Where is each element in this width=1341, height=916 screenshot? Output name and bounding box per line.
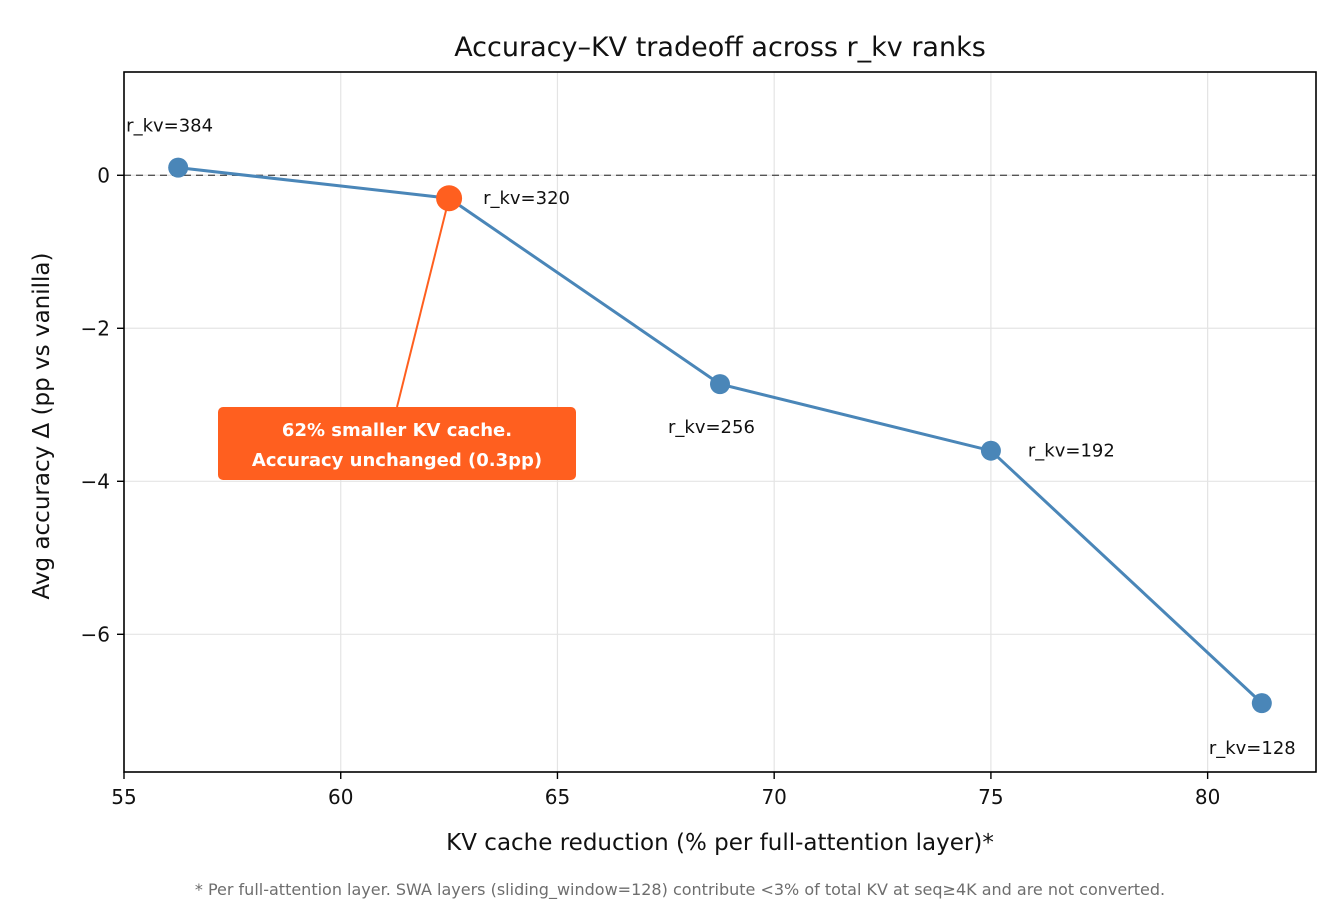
annotation-connector — [396, 197, 451, 408]
annotation-line-2: Accuracy unchanged (0.3pp) — [252, 450, 542, 471]
annotation-connector-group — [396, 197, 451, 408]
y-axis-label: Avg accuracy Δ (pp vs vanilla) — [29, 253, 55, 600]
x-axis-label: KV cache reduction (% per full-attention… — [446, 830, 994, 856]
data-points — [168, 157, 1272, 714]
data-point — [710, 374, 730, 395]
annotation-callout: 62% smaller KV cache. Accuracy unchanged… — [218, 407, 576, 480]
x-tick-label: 80 — [1195, 785, 1220, 809]
data-point — [980, 440, 1001, 461]
point-label: r_kv=320 — [483, 188, 570, 209]
x-axis: 55 60 65 70 75 80 — [111, 772, 1220, 809]
point-label: r_kv=384 — [126, 116, 213, 137]
highlighted-data-point — [436, 185, 463, 212]
point-label: r_kv=256 — [668, 417, 755, 438]
y-tick-label: −2 — [81, 316, 110, 340]
x-tick-label: 70 — [761, 785, 786, 809]
y-tick-label: −4 — [81, 469, 110, 493]
x-tick-label: 55 — [111, 785, 136, 809]
point-labels: r_kv=384 r_kv=320 r_kv=256 r_kv=192 r_kv=128 — [126, 116, 1296, 760]
x-tick-label: 65 — [545, 785, 570, 809]
annotation-box — [218, 407, 576, 480]
x-tick-label: 60 — [328, 785, 353, 809]
point-label: r_kv=128 — [1209, 738, 1296, 759]
data-point — [168, 157, 189, 178]
y-axis: 0 −2 −4 −6 — [81, 163, 124, 646]
point-label: r_kv=192 — [1028, 441, 1115, 462]
y-tick-label: −6 — [81, 622, 110, 646]
annotation-line-1: 62% smaller KV cache. — [282, 420, 512, 441]
data-point — [1251, 693, 1272, 714]
chart-title: Accuracy–KV tradeoff across r_kv ranks — [454, 32, 986, 63]
x-tick-label: 75 — [978, 785, 1003, 809]
footnote: * Per full-attention layer. SWA layers (… — [195, 880, 1165, 900]
plot-frame — [123, 71, 1317, 773]
y-tick-label: 0 — [97, 163, 110, 187]
